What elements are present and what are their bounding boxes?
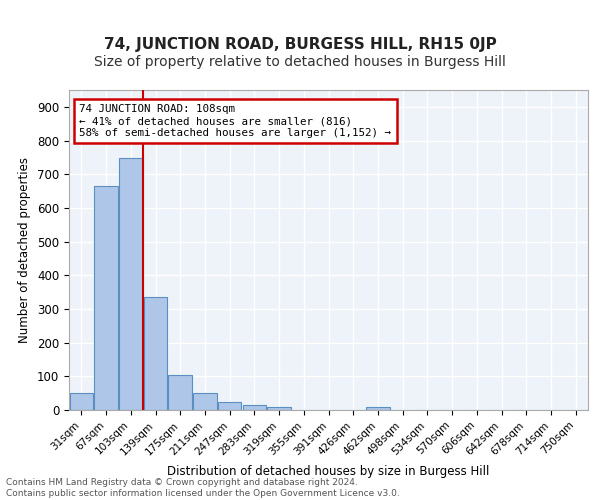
- Bar: [193, 393, 217, 410]
- Y-axis label: Number of detached properties: Number of detached properties: [19, 157, 31, 343]
- X-axis label: Distribution of detached houses by size in Burgess Hill: Distribution of detached houses by size …: [167, 465, 490, 478]
- Text: Contains HM Land Registry data © Crown copyright and database right 2024.
Contai: Contains HM Land Registry data © Crown c…: [6, 478, 400, 498]
- Bar: [144, 297, 167, 410]
- Text: 74 JUNCTION ROAD: 108sqm
← 41% of detached houses are smaller (816)
58% of semi-: 74 JUNCTION ROAD: 108sqm ← 41% of detach…: [79, 104, 391, 138]
- Bar: [169, 376, 192, 410]
- Bar: [366, 408, 389, 410]
- Text: 74, JUNCTION ROAD, BURGESS HILL, RH15 0JP: 74, JUNCTION ROAD, BURGESS HILL, RH15 0J…: [104, 38, 496, 52]
- Bar: [94, 186, 118, 410]
- Bar: [119, 158, 143, 410]
- Bar: [218, 402, 241, 410]
- Bar: [70, 393, 93, 410]
- Text: Size of property relative to detached houses in Burgess Hill: Size of property relative to detached ho…: [94, 55, 506, 69]
- Bar: [268, 408, 291, 410]
- Bar: [242, 405, 266, 410]
